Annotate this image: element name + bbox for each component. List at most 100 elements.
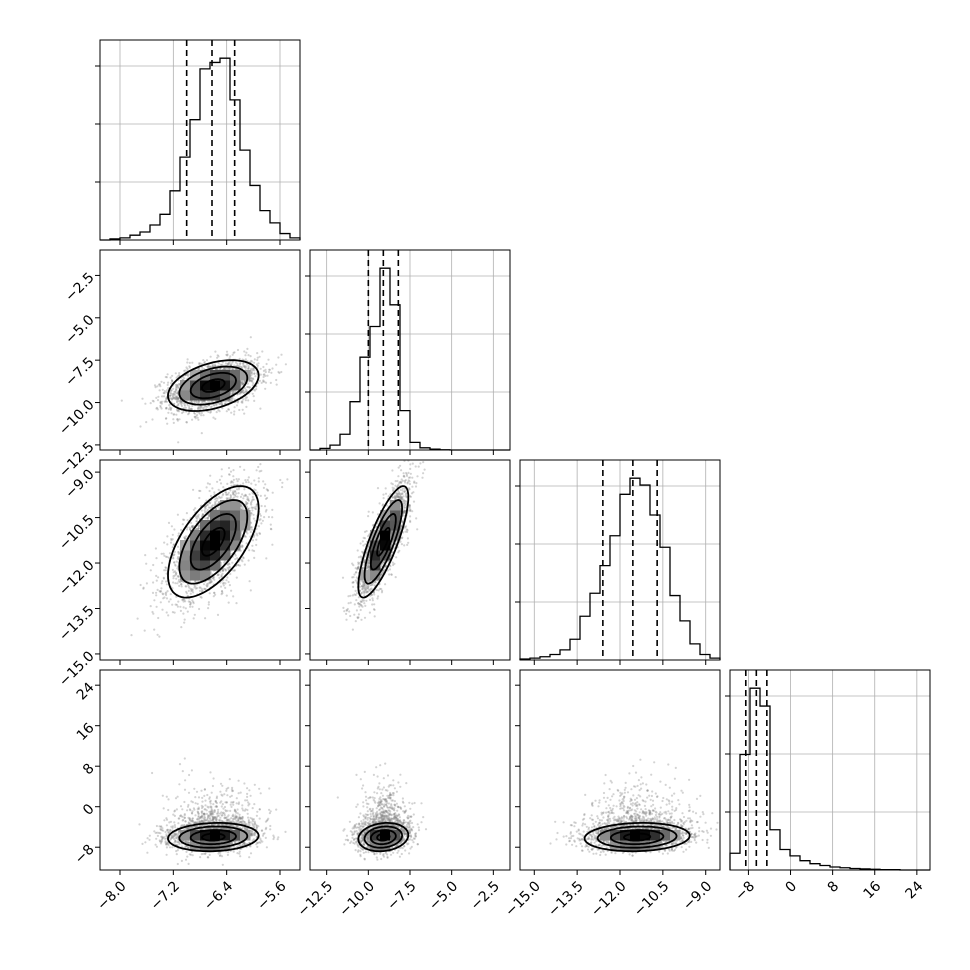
scatter-point bbox=[173, 394, 176, 397]
scatter-point bbox=[244, 354, 247, 357]
scatter-point bbox=[164, 580, 168, 583]
scatter-point bbox=[234, 490, 237, 493]
scatter-point bbox=[236, 480, 239, 483]
scatter-point bbox=[267, 358, 270, 361]
scatter-point bbox=[177, 532, 180, 535]
scatter-point bbox=[226, 354, 229, 357]
scatter-point bbox=[191, 588, 194, 591]
scatter-point bbox=[404, 493, 407, 496]
scatter-point bbox=[243, 534, 247, 538]
scatter-point bbox=[202, 400, 205, 403]
scatter-point bbox=[257, 362, 260, 365]
scatter-point bbox=[190, 526, 193, 529]
scatter-point bbox=[249, 502, 252, 505]
histogram-step-line bbox=[100, 57, 301, 241]
scatter-point bbox=[236, 557, 239, 560]
scatter-point bbox=[224, 491, 227, 494]
density-cell bbox=[190, 560, 201, 571]
scatter-point bbox=[200, 362, 203, 365]
scatter-point bbox=[249, 386, 252, 389]
scatter-point bbox=[241, 545, 244, 548]
density-cell bbox=[230, 370, 241, 381]
scatter-point bbox=[191, 589, 194, 592]
scatter-point bbox=[220, 475, 223, 478]
scatter-point bbox=[226, 563, 230, 567]
scatter-point bbox=[180, 400, 183, 403]
scatter-point bbox=[403, 506, 406, 509]
scatter-point bbox=[165, 398, 168, 401]
scatter-point bbox=[246, 502, 249, 505]
scatter-point bbox=[184, 537, 187, 540]
scatter-point bbox=[231, 367, 234, 370]
scatter-point bbox=[204, 511, 207, 514]
scatter-point bbox=[171, 394, 174, 397]
scatter-point bbox=[211, 364, 215, 367]
scatter-point bbox=[247, 385, 250, 389]
scatter-point bbox=[156, 588, 159, 592]
scatter-point bbox=[184, 600, 187, 603]
scatter-point bbox=[179, 401, 182, 404]
scatter-point bbox=[218, 402, 221, 406]
scatter-point bbox=[215, 497, 218, 500]
scatter-point bbox=[253, 488, 256, 491]
scatter-point bbox=[224, 367, 227, 370]
scatter-point bbox=[185, 421, 188, 424]
scatter-point bbox=[409, 467, 412, 470]
scatter-point bbox=[190, 589, 193, 593]
scatter-point bbox=[175, 387, 178, 390]
scatter-point bbox=[259, 494, 262, 497]
scatter-point bbox=[209, 411, 212, 414]
scatter-point bbox=[198, 362, 202, 365]
scatter-point bbox=[240, 401, 243, 404]
x-tick-label: 8 bbox=[825, 878, 843, 896]
scatter-point bbox=[345, 618, 348, 621]
scatter-point bbox=[227, 408, 230, 411]
scatter-point bbox=[247, 354, 250, 357]
scatter-point bbox=[241, 546, 244, 549]
scatter-point bbox=[413, 481, 416, 484]
scatter-point bbox=[235, 478, 238, 481]
scatter-point bbox=[209, 406, 212, 409]
scatter-point bbox=[158, 635, 161, 638]
density-cell bbox=[220, 380, 231, 391]
scatter-point bbox=[189, 528, 192, 531]
scatter-point bbox=[207, 603, 210, 606]
scatter-point bbox=[264, 381, 268, 384]
scatter-point bbox=[195, 415, 198, 418]
density-cell bbox=[200, 380, 211, 391]
scatter-point bbox=[218, 508, 221, 511]
scatter-point bbox=[206, 516, 209, 519]
scatter-point bbox=[163, 541, 166, 544]
scatter-point bbox=[231, 398, 234, 401]
scatter-point bbox=[172, 396, 175, 399]
density-cell bbox=[220, 390, 231, 401]
scatter-point bbox=[257, 465, 260, 469]
scatter-point bbox=[224, 491, 227, 494]
scatter-point bbox=[175, 572, 178, 575]
scatter-point bbox=[190, 588, 193, 591]
scatter-point bbox=[230, 411, 233, 414]
scatter-point bbox=[202, 368, 206, 371]
scatter-point bbox=[227, 408, 230, 411]
scatter-point bbox=[227, 580, 230, 584]
scatter-point bbox=[176, 418, 179, 421]
scatter-point bbox=[261, 350, 264, 353]
scatter-point bbox=[343, 610, 346, 613]
scatter-point bbox=[176, 396, 180, 399]
scatter-point bbox=[220, 401, 223, 404]
scatter-point bbox=[197, 407, 200, 410]
scatter-point bbox=[214, 501, 217, 504]
scatter-point bbox=[240, 390, 243, 393]
scatter-point bbox=[214, 350, 217, 353]
scatter-point bbox=[184, 585, 187, 588]
scatter-point bbox=[181, 598, 184, 601]
scatter-point bbox=[210, 405, 213, 408]
scatter-point bbox=[203, 506, 207, 509]
scatter-point bbox=[201, 590, 204, 593]
scatter-point bbox=[214, 368, 217, 371]
scatter-point bbox=[166, 535, 169, 538]
scatter-point bbox=[222, 581, 225, 584]
scatter-point bbox=[162, 395, 166, 398]
scatter-point bbox=[229, 494, 232, 497]
scatter-point bbox=[253, 549, 256, 553]
